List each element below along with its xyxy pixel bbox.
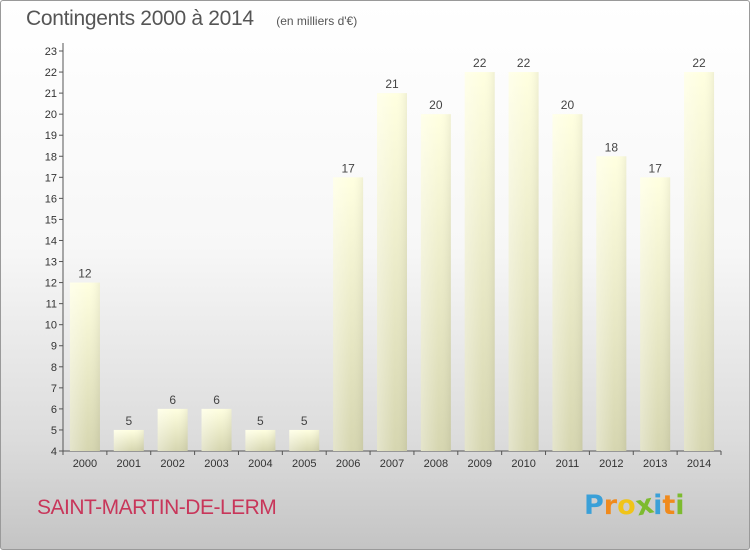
x-tick-label: 2011 — [556, 458, 580, 470]
x-tick-label: 2003 — [204, 458, 228, 470]
data-label: 6 — [169, 393, 176, 407]
x-tick-label: 2006 — [336, 458, 360, 470]
logo-letter: i — [675, 490, 685, 521]
bar-shade — [684, 72, 715, 451]
bar-shade — [377, 93, 407, 452]
y-tick-label: 5 — [51, 425, 57, 437]
bar-shade — [245, 429, 276, 451]
bar-shade — [420, 114, 451, 451]
data-label: 12 — [78, 267, 92, 281]
y-tick-label: 14 — [45, 235, 57, 247]
data-label: 6 — [213, 393, 220, 407]
logo-letter: o — [617, 490, 636, 521]
y-tick-label: 12 — [45, 278, 57, 290]
y-tick-label: 19 — [45, 130, 57, 142]
bar-shade — [113, 429, 144, 451]
bar-shade — [508, 72, 539, 451]
proxiti-logo: Proxiti — [584, 489, 685, 523]
x-tick-label: 2013 — [643, 458, 667, 470]
chart-title: Contingents 2000 à 2014 — [26, 7, 254, 30]
y-tick-label: 23 — [45, 46, 57, 58]
commune-name: SAINT-MARTIN-DE-LERM — [37, 496, 277, 519]
logo-letter: t — [662, 490, 676, 521]
x-tick-label: 2010 — [511, 458, 535, 470]
y-tick-label: 13 — [45, 257, 57, 269]
data-label: 5 — [257, 414, 264, 428]
y-tick-label: 11 — [46, 299, 57, 311]
data-label: 21 — [385, 77, 399, 91]
chart-unit: (en milliers d'€) — [276, 14, 358, 28]
data-label: 20 — [429, 98, 443, 112]
x-tick-label: 2012 — [599, 458, 623, 470]
bar-shade — [333, 177, 364, 451]
bar-shade — [69, 282, 100, 451]
x-tick-label: 2014 — [687, 458, 711, 470]
y-tick-label: 9 — [51, 341, 57, 353]
data-label: 22 — [473, 56, 487, 70]
y-tick-label: 10 — [45, 320, 57, 332]
bar-shade — [552, 114, 583, 451]
data-label: 17 — [341, 161, 355, 175]
y-tick-label: 18 — [45, 151, 57, 163]
title-line: Contingents 2000 à 2014 (en milliers d'€… — [26, 7, 357, 31]
data-label: 20 — [561, 98, 575, 112]
x-tick-label: 2002 — [160, 458, 184, 470]
logo-letter: i — [653, 490, 663, 521]
data-label: 18 — [605, 140, 619, 154]
data-label: 22 — [692, 56, 706, 70]
bar-shade — [464, 72, 495, 451]
y-tick-label: 7 — [51, 383, 57, 395]
y-tick-label: 16 — [45, 193, 57, 205]
x-tick-label: 2000 — [73, 458, 97, 470]
x-tick-label: 2001 — [117, 458, 141, 470]
y-tick-label: 21 — [45, 88, 57, 100]
y-tick-label: 17 — [45, 172, 57, 184]
x-tick-label: 2007 — [380, 458, 404, 470]
y-tick-label: 4 — [51, 446, 57, 458]
y-tick-label: 20 — [45, 109, 57, 121]
logo-letter: r — [603, 490, 618, 521]
y-tick-label: 8 — [51, 362, 57, 374]
bar-shade — [640, 177, 671, 451]
x-tick-label: 2009 — [467, 458, 491, 470]
bar-shade — [201, 408, 232, 451]
data-label: 17 — [649, 161, 663, 175]
x-tick-label: 2005 — [292, 458, 316, 470]
y-tick-label: 15 — [45, 214, 57, 226]
x-tick-label: 2004 — [248, 458, 272, 470]
data-label: 22 — [517, 56, 531, 70]
x-tick-label: 2008 — [424, 458, 448, 470]
data-label: 5 — [125, 414, 132, 428]
data-label: 5 — [301, 414, 308, 428]
y-tick-label: 22 — [45, 67, 57, 79]
bar-shade — [596, 156, 627, 451]
y-tick-label: 6 — [51, 404, 57, 416]
bar-shade — [289, 429, 320, 451]
logo-letter: P — [584, 490, 604, 521]
bar-shade — [157, 408, 188, 451]
